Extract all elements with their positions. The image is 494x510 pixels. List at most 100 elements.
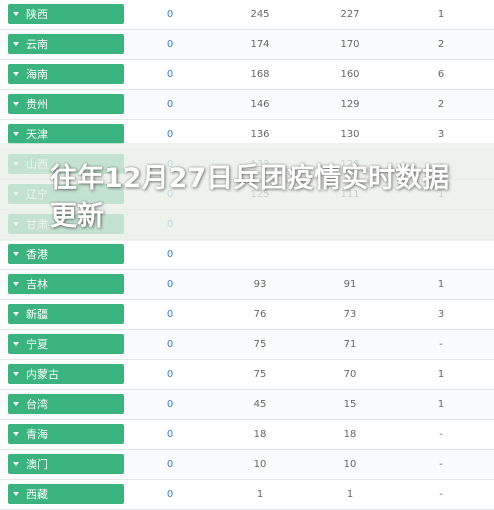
province-toggle[interactable]: 宁夏: [8, 334, 124, 354]
caret-down-icon: [13, 12, 19, 16]
table-cell: 0: [166, 489, 174, 500]
table-cell: 6: [437, 69, 445, 80]
table-cell: 0: [166, 459, 174, 470]
table-row: 吉林 0 93 91 1: [0, 270, 494, 300]
table-cell: 0: [166, 9, 174, 20]
province-toggle[interactable]: 海南: [8, 64, 124, 84]
table-cell: 227: [340, 9, 360, 20]
table-cell: 75: [253, 369, 267, 380]
province-name: 西藏: [26, 488, 48, 501]
province-toggle[interactable]: 云南: [8, 34, 124, 54]
table-cell: 2: [437, 39, 445, 50]
table-cell: 136: [250, 129, 270, 140]
caret-down-icon: [13, 312, 19, 316]
table-cell: 0: [166, 429, 174, 440]
table-cell: 0: [166, 129, 174, 140]
province-toggle[interactable]: 青海: [8, 424, 124, 444]
province-name: 吉林: [26, 278, 48, 291]
province-name: 台湾: [26, 398, 48, 411]
table-cell: -: [439, 339, 443, 350]
province-toggle[interactable]: 西藏: [8, 484, 124, 504]
caret-down-icon: [13, 252, 19, 256]
table-cell: 160: [340, 69, 360, 80]
caret-down-icon: [13, 492, 19, 496]
table-cell: 45: [253, 399, 267, 410]
table-cell: 0: [166, 369, 174, 380]
table-cell: 0: [166, 339, 174, 350]
province-toggle[interactable]: 陕西: [8, 4, 124, 24]
table-cell: 129: [340, 99, 360, 110]
table-cell: 10: [343, 459, 357, 470]
province-name: 陕西: [26, 8, 48, 21]
table-cell: 93: [253, 279, 267, 290]
province-name: 香港: [26, 248, 48, 261]
table-cell: 0: [166, 309, 174, 320]
table-cell: 91: [343, 279, 357, 290]
province-name: 贵州: [26, 98, 48, 111]
table-row: 云南 0 174 170 2: [0, 30, 494, 60]
table-cell: -: [439, 489, 443, 500]
table-cell: 70: [343, 369, 357, 380]
province-name: 天津: [26, 128, 48, 141]
table-cell: 170: [340, 39, 360, 50]
caret-down-icon: [13, 402, 19, 406]
title-banner: [0, 143, 494, 241]
table-cell: 174: [250, 39, 270, 50]
table-cell: 10: [253, 459, 267, 470]
caret-down-icon: [13, 342, 19, 346]
table-cell: 75: [253, 339, 267, 350]
table-row: 内蒙古 0 75 70 1: [0, 360, 494, 390]
table-cell: 73: [343, 309, 357, 320]
table-row: 澳门 0 10 10 -: [0, 450, 494, 480]
caret-down-icon: [13, 72, 19, 76]
province-toggle[interactable]: 吉林: [8, 274, 124, 294]
table-cell: 0: [166, 249, 174, 260]
province-toggle[interactable]: 香港: [8, 244, 124, 264]
table-cell: 0: [166, 69, 174, 80]
table-cell: -: [439, 429, 443, 440]
table-cell: 18: [343, 429, 357, 440]
table-cell: 168: [250, 69, 270, 80]
province-name: 海南: [26, 68, 48, 81]
table-cell: [320, 240, 380, 269]
caret-down-icon: [13, 462, 19, 466]
table-cell: 130: [340, 129, 360, 140]
table-cell: 0: [166, 279, 174, 290]
table-row: 香港 0: [0, 240, 494, 270]
province-name: 新疆: [26, 308, 48, 321]
table-cell: 0: [166, 39, 174, 50]
table-cell: 0: [166, 99, 174, 110]
table-row: 宁夏 0 75 71 -: [0, 330, 494, 360]
table-cell: 18: [253, 429, 267, 440]
table-cell: 1: [256, 489, 264, 500]
province-toggle[interactable]: 内蒙古: [8, 364, 124, 384]
table-cell: -: [439, 459, 443, 470]
table-row: 贵州 0 146 129 2: [0, 90, 494, 120]
table-cell: 1: [437, 9, 445, 20]
table-row: 陕西 0 245 227 1: [0, 0, 494, 30]
table-cell: 3: [437, 129, 445, 140]
caret-down-icon: [13, 102, 19, 106]
table-cell: 71: [343, 339, 357, 350]
table-row: 青海 0 18 18 -: [0, 420, 494, 450]
table-cell: 1: [437, 279, 445, 290]
table-cell: 2: [437, 99, 445, 110]
caret-down-icon: [13, 372, 19, 376]
table-cell: 1: [346, 489, 354, 500]
caret-down-icon: [13, 42, 19, 46]
province-name: 内蒙古: [26, 368, 59, 381]
province-toggle[interactable]: 台湾: [8, 394, 124, 414]
province-name: 澳门: [26, 458, 48, 471]
province-toggle[interactable]: 贵州: [8, 94, 124, 114]
table-cell: [411, 240, 471, 269]
province-toggle[interactable]: 澳门: [8, 454, 124, 474]
caret-down-icon: [13, 132, 19, 136]
province-name: 宁夏: [26, 338, 48, 351]
province-toggle[interactable]: 新疆: [8, 304, 124, 324]
caret-down-icon: [13, 432, 19, 436]
table-cell: 1: [437, 399, 445, 410]
province-toggle[interactable]: 天津: [8, 124, 124, 144]
table-cell: 245: [250, 9, 270, 20]
table-cell: [230, 240, 290, 269]
